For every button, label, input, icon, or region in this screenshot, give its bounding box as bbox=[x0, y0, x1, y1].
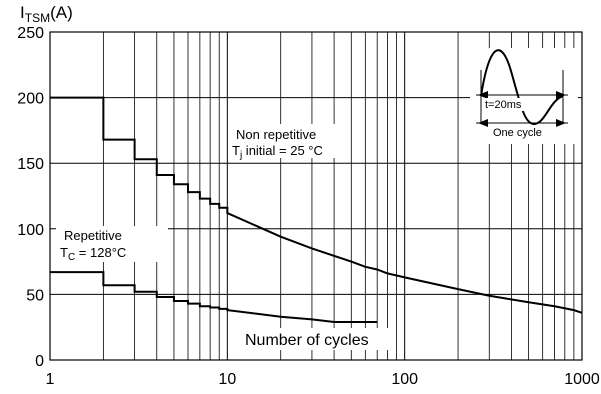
x-tick-label: 10 bbox=[218, 371, 236, 388]
cycle-arrow-right-icon bbox=[556, 119, 566, 127]
x-tick-label: 1 bbox=[46, 371, 55, 388]
y-tick-label: 100 bbox=[17, 222, 44, 239]
plot-border bbox=[49, 31, 583, 361]
waveform-inset: t=20ms One cycle bbox=[470, 48, 578, 144]
y-tick-label: 150 bbox=[17, 156, 44, 173]
arrow-left-icon bbox=[478, 91, 488, 99]
cycle-arrow-left-icon bbox=[478, 119, 488, 127]
repetitive-condition: TC = 128°C bbox=[60, 245, 126, 263]
x-axis-ticks: 1 10 100 1000 bbox=[46, 371, 600, 388]
nonrepetitive-condition: Tj initial = 25 °C bbox=[232, 143, 323, 161]
y-tick-label: 50 bbox=[26, 287, 44, 304]
x-axis-title: Number of cycles bbox=[245, 332, 369, 349]
repetitive-label: Repetitive bbox=[64, 228, 122, 243]
y-tick-label: 250 bbox=[17, 25, 44, 42]
nonrepetitive-annotation: Non repetitive Tj initial = 25 °C bbox=[230, 124, 340, 161]
x-axis-title-group: Number of cycles bbox=[242, 328, 390, 350]
nonrepetitive-curve bbox=[50, 96, 583, 314]
period-label: t=20ms bbox=[485, 99, 522, 111]
repetitive-annotation: Repetitive TC = 128°C bbox=[56, 226, 168, 263]
cycle-label: One cycle bbox=[493, 127, 542, 139]
y-tick-label: 200 bbox=[17, 91, 44, 108]
y-axis-ticks: 0 50 100 150 200 250 bbox=[17, 25, 44, 370]
arrow-right-icon bbox=[556, 91, 566, 99]
plot-frame bbox=[49, 31, 583, 361]
y-tick-label: 0 bbox=[35, 353, 44, 370]
nonrepetitive-label: Non repetitive bbox=[236, 127, 316, 142]
series-lines bbox=[50, 96, 583, 323]
repetitive-curve bbox=[50, 271, 378, 323]
x-tick-label: 1000 bbox=[564, 371, 600, 388]
x-tick-label: 100 bbox=[391, 371, 418, 388]
y-axis-title: ITSM(A) bbox=[20, 3, 73, 25]
